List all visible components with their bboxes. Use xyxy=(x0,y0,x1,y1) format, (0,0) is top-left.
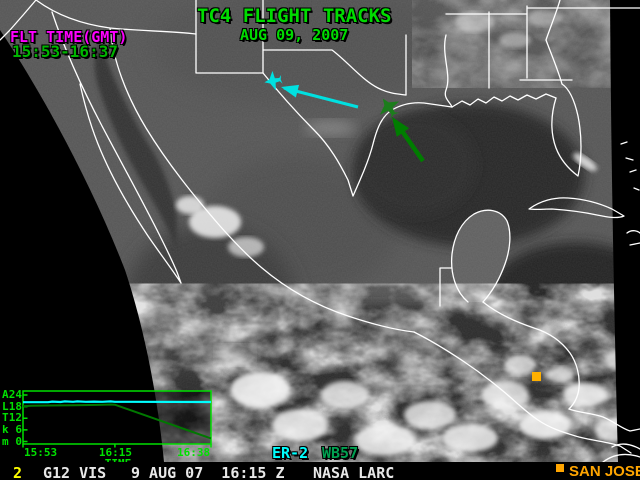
flight-time-value: 15:53-16:37 xyxy=(12,42,118,61)
time-tick-label: 16:15 xyxy=(98,446,133,459)
alt-axis-row-18: L 18 xyxy=(2,399,22,413)
flight-time-label: FLT TIME(GMT) xyxy=(10,28,128,46)
alt-axis-row-24: A 24 xyxy=(2,388,22,401)
time-tick-label: 16:38 xyxy=(177,446,211,459)
satellite-product-label: G12 VIS xyxy=(43,464,107,480)
chart-plot-box xyxy=(22,390,212,445)
wb57-airplane-icon xyxy=(379,98,400,119)
map-svg xyxy=(0,0,640,463)
wb57-arrowhead-icon xyxy=(392,117,410,137)
earth-limb-dark-region xyxy=(0,30,164,462)
san-jose-marker xyxy=(532,372,541,381)
channel-number: 2 xyxy=(13,464,23,480)
altitude-chart-svg xyxy=(22,390,212,448)
er2-arrowhead-icon xyxy=(281,84,300,98)
image-datetime: 9 AUG 07 16:15 Z xyxy=(131,464,285,480)
altitude-series-er-2 xyxy=(23,400,212,404)
page-title-line2: AUG 09, 2007 xyxy=(240,26,349,44)
cloud-blobs xyxy=(176,10,636,456)
time-tick-label: 15:53 xyxy=(24,446,58,459)
agency-label: NASA LARC xyxy=(313,464,395,480)
page-title-line1: TC4 FLIGHT TRACKS xyxy=(197,5,392,27)
er2-airplane-icon xyxy=(264,70,283,91)
er2-flight-track xyxy=(264,70,359,109)
alt-axis-row-12: T 12 xyxy=(2,411,22,425)
san-jose-legend-square-icon xyxy=(556,464,564,472)
wb57-aircraft-label: WB57 xyxy=(322,444,359,462)
status-bar: 2 G12 VIS 9 AUG 07 16:15 Z NASA LARC SAN… xyxy=(0,462,640,480)
san-jose-legend-label: SAN JOSE xyxy=(569,463,640,480)
wb57-flight-track xyxy=(379,98,425,163)
er2-aircraft-label: ER-2 xyxy=(272,444,309,462)
scan-edge-dark-strip xyxy=(610,0,640,462)
satellite-map xyxy=(0,0,640,463)
altitude-series-wb57 xyxy=(22,403,212,440)
coastline-borders xyxy=(0,0,640,463)
